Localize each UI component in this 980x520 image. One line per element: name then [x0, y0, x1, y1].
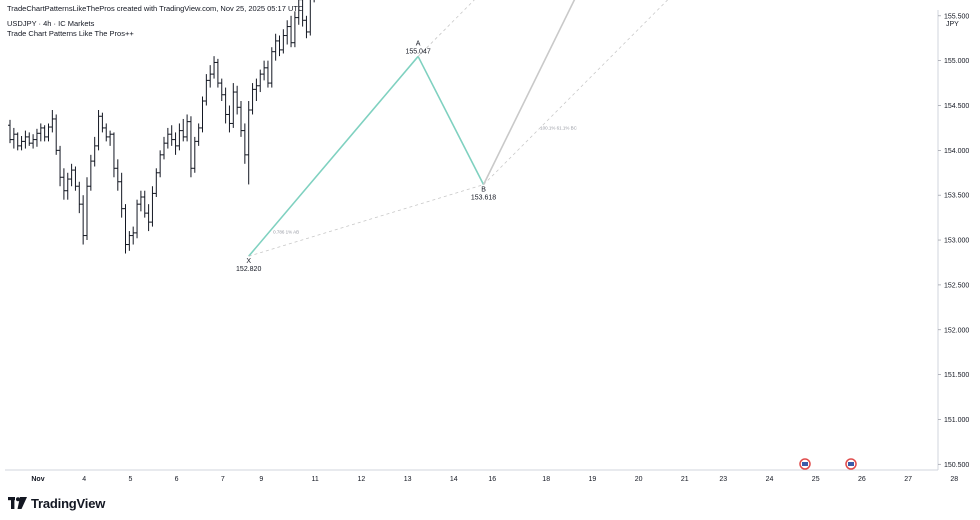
time-tick-label: 16	[488, 476, 496, 483]
pattern-leg-XA	[248, 55, 419, 257]
price-tick-label: 151.000	[944, 417, 969, 424]
time-tick-label: 27	[904, 476, 912, 483]
point-x-price: 152.820	[236, 266, 261, 273]
tradingview-brand-text: TradingView	[31, 496, 106, 511]
point-a-price: 155.047	[405, 48, 430, 55]
price-axis[interactable]: JPY 150.500 151.000 151.500 152.000 152.500 15…	[937, 0, 969, 470]
event-flag-icon-fill	[848, 462, 854, 466]
time-tick-label: 18	[542, 476, 550, 483]
pattern-guide-XB	[248, 184, 484, 257]
point-b-price: 153.618	[471, 195, 496, 202]
time-tick-label: Nov	[31, 476, 44, 483]
time-tick-label: 20	[635, 476, 643, 483]
price-tick-label: 152.500	[944, 282, 969, 289]
time-tick-label: 7	[221, 476, 225, 483]
price-tick-label: 155.000	[944, 58, 969, 65]
time-tick-label: 4	[82, 476, 86, 483]
price-tick-label: 154.500	[944, 103, 969, 110]
ratio-xb: 0.786 1% AB	[273, 229, 299, 234]
price-tick-label: 153.000	[944, 238, 969, 245]
time-tick-label: 12	[358, 476, 366, 483]
ratio-bd: 100.1% 61.1% BC	[540, 126, 578, 131]
price-tick-label: 150.500	[944, 462, 969, 469]
credit-line: TradeChartPatternsLikeThePros created wi…	[7, 4, 304, 13]
price-tick-label: 154.000	[944, 148, 969, 155]
time-tick-label: 24	[766, 476, 774, 483]
pattern-leg-AB	[417, 56, 485, 185]
event-flag-icon-fill	[802, 462, 808, 466]
time-tick-label: 11	[312, 476, 319, 483]
time-tick-label: 19	[589, 476, 597, 483]
time-axis[interactable]: Nov 4 5 6 7 9 11 12 13 14 16 18 19 20 21 23 24 25 26 27 28	[5, 458, 958, 483]
time-tick-label: 25	[812, 476, 820, 483]
pattern-leg-BC	[482, 0, 576, 185]
tradingview-logo-icon	[8, 497, 27, 509]
time-tick-label: 5	[128, 476, 132, 483]
pattern-annotations: X152.820A155.047B153.618C157.895D156.202…	[236, 40, 578, 273]
time-tick-label: 9	[259, 476, 263, 483]
currency-label: JPY	[946, 21, 959, 28]
price-tick-label: 155.500	[944, 13, 969, 20]
harmonic-pattern	[248, 0, 669, 257]
time-tick-label: 21	[681, 476, 689, 483]
candle-series	[8, 0, 315, 254]
time-tick-label: 14	[450, 476, 458, 483]
pattern-guide-BD	[483, 0, 669, 185]
time-tick-label: 23	[719, 476, 727, 483]
pattern-guide-AC	[417, 0, 475, 57]
price-tick-label: 153.500	[944, 193, 969, 200]
symbol-line: USDJPY · 4h · IC Markets	[7, 19, 95, 28]
tradingview-logo[interactable]: TradingView	[8, 496, 105, 511]
time-tick-label: 28	[950, 476, 958, 483]
time-tick-label: 26	[858, 476, 866, 483]
indicator-name: Trade Chart Patterns Like The Pros++	[7, 29, 134, 38]
time-tick-label: 6	[175, 476, 179, 483]
point-a-letter: A	[416, 40, 421, 47]
time-tick-label: 13	[404, 476, 412, 483]
price-tick-label: 152.000	[944, 327, 969, 334]
point-x-letter: X	[246, 258, 251, 265]
point-b-letter: B	[481, 187, 486, 194]
price-tick-label: 151.500	[944, 372, 969, 379]
